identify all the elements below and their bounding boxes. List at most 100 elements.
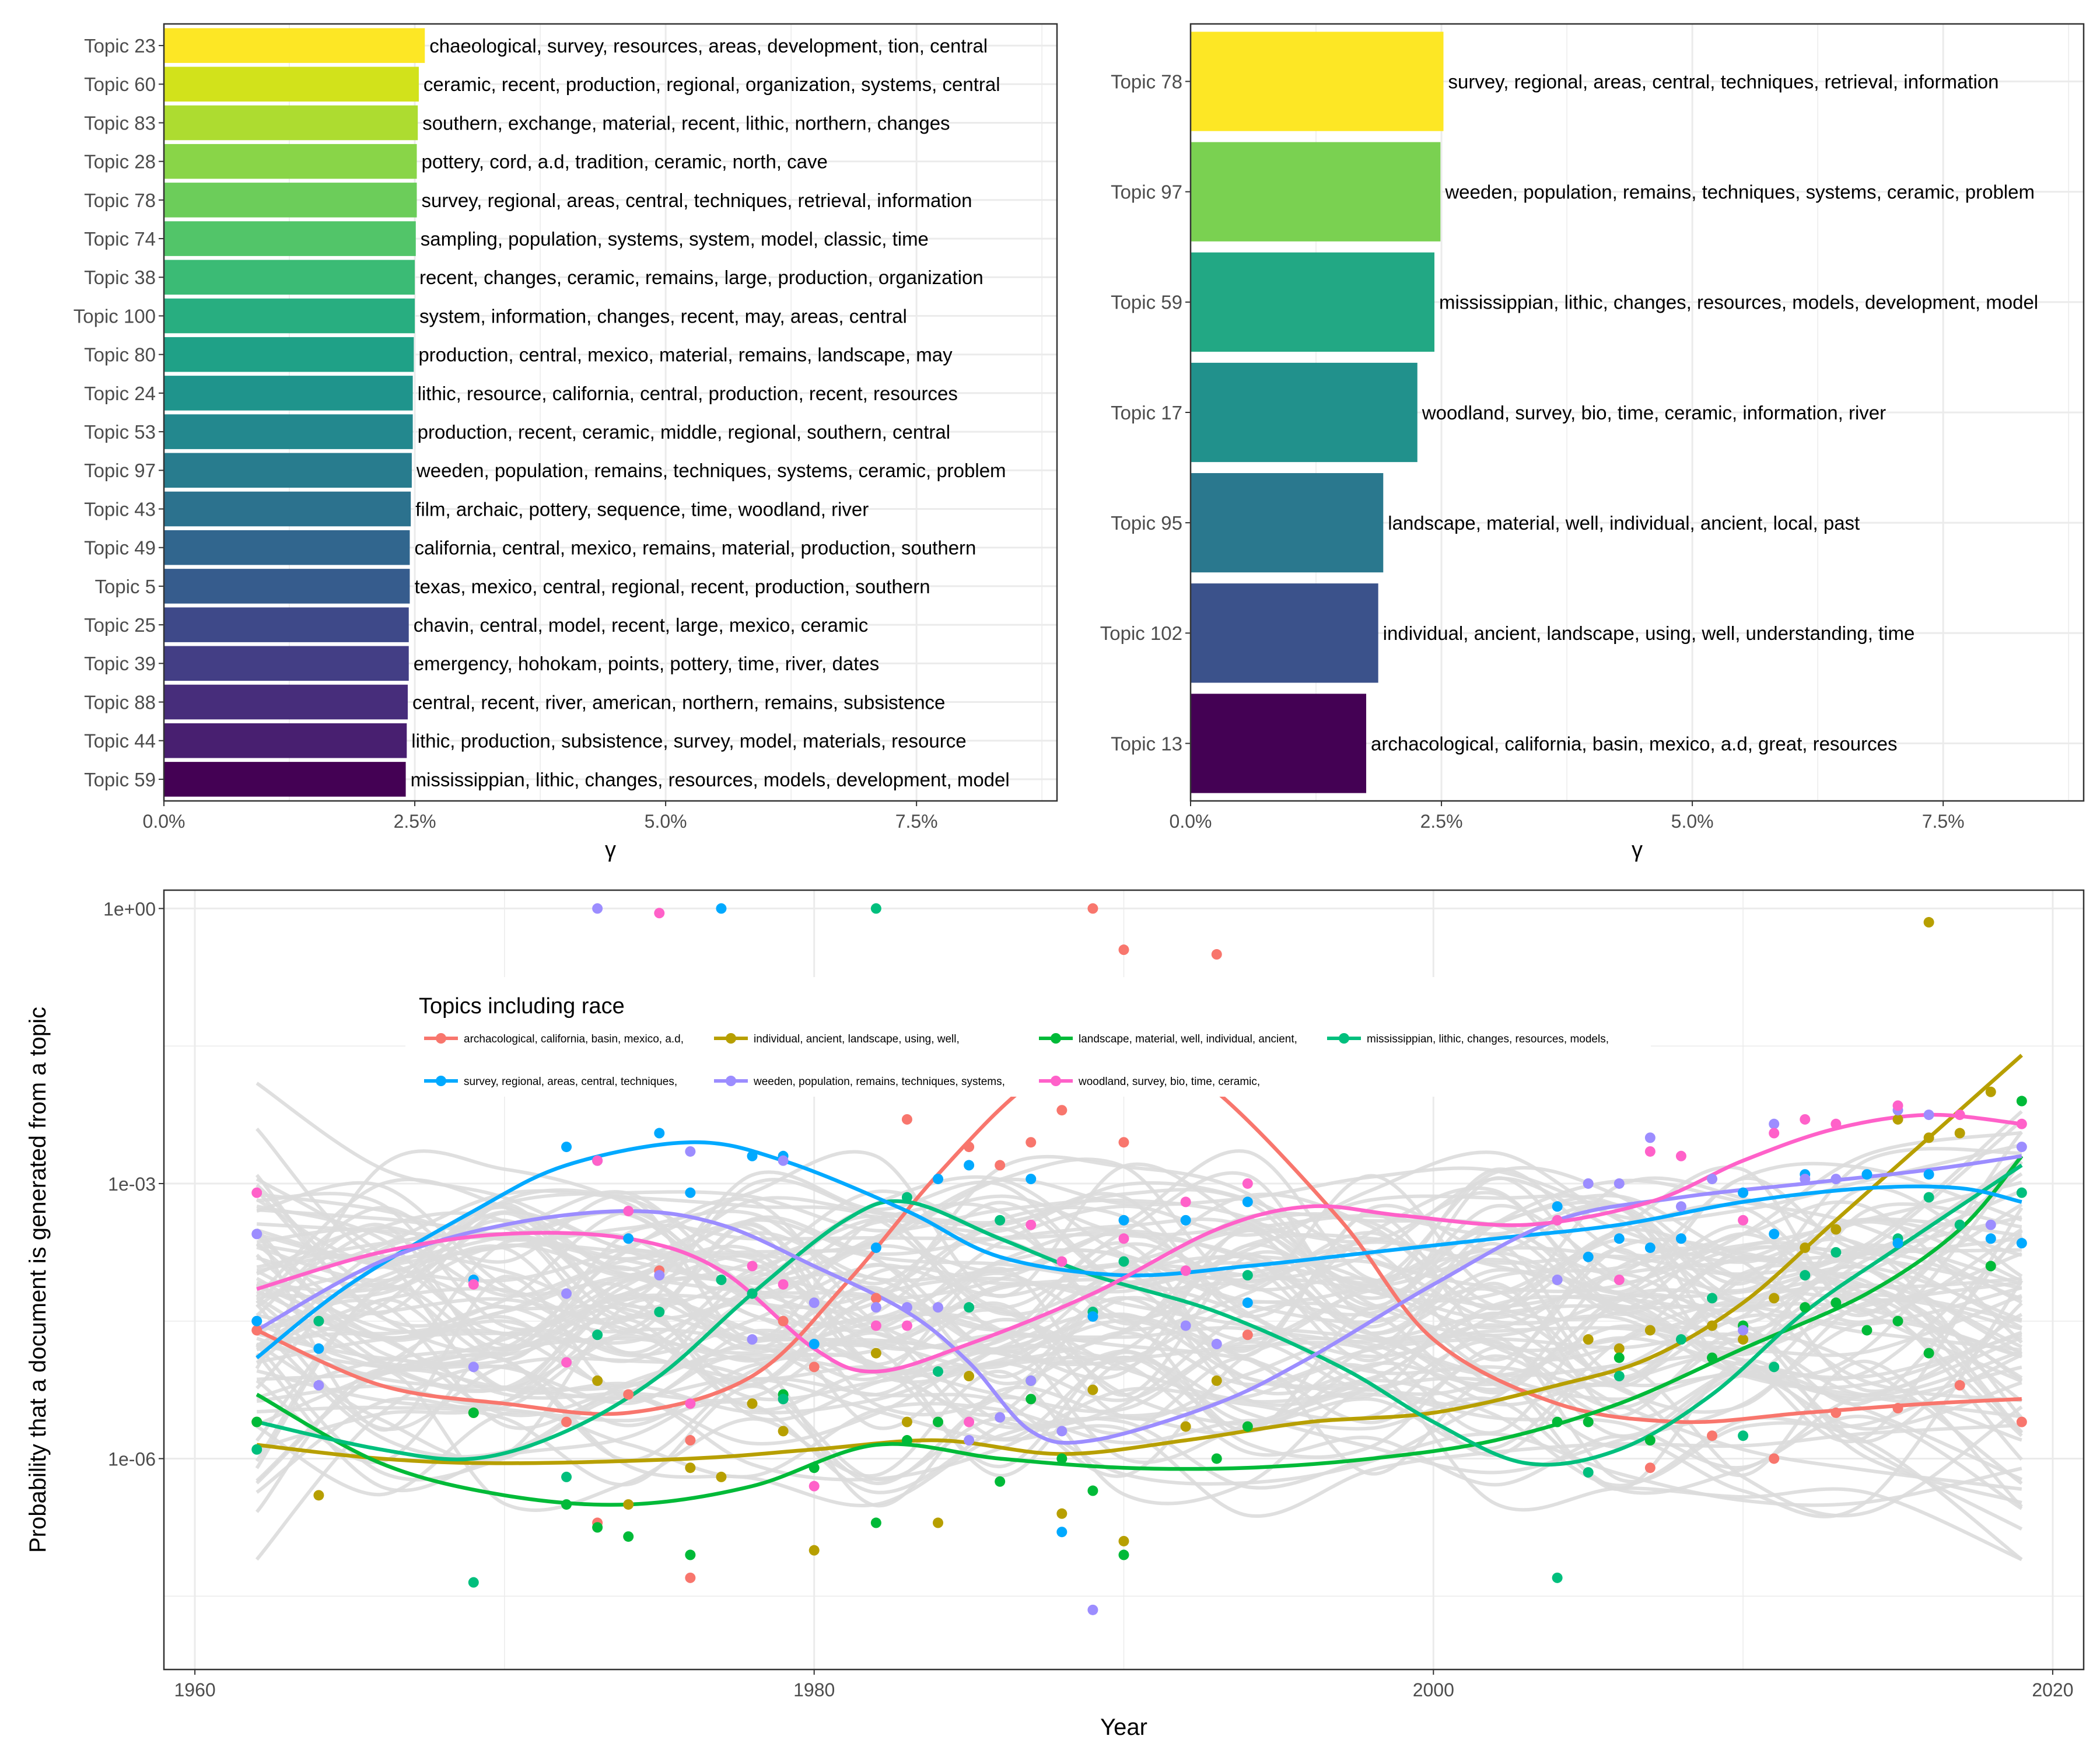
bar (164, 569, 410, 604)
background-topic-line (256, 1312, 2022, 1464)
data-point (933, 1416, 944, 1427)
bar (164, 414, 413, 449)
x-tick-label: 2000 (1413, 1679, 1454, 1700)
data-point (1614, 1371, 1625, 1382)
data-point (1831, 1174, 1842, 1185)
bar-term-label: individual, ancient, landscape, using, w… (1383, 622, 1915, 644)
legend-label: survey, regional, areas, central, techni… (464, 1076, 677, 1088)
bar-term-label: mississippian, lithic, changes, resource… (1439, 292, 2038, 313)
bar-term-label: pottery, cord, a.d, tradition, ceramic, … (421, 151, 827, 173)
x-tick-label: 2.5% (394, 811, 436, 832)
data-point (1211, 949, 1222, 960)
data-point (2016, 1238, 2027, 1249)
data-point (1242, 1297, 1253, 1308)
y-tick-label: Topic 28 (84, 151, 156, 173)
bar (164, 105, 418, 141)
data-point (901, 1114, 912, 1125)
data-point (1026, 1375, 1037, 1386)
data-point (933, 1366, 944, 1377)
bar (1191, 142, 1441, 242)
bar (164, 28, 425, 63)
bar (164, 491, 411, 527)
data-point (1644, 1132, 1656, 1143)
legend-label: woodland, survey, bio, time, ceramic, (1078, 1076, 1260, 1088)
data-point (933, 1517, 944, 1528)
data-point (592, 1329, 603, 1340)
bar-term-label: woodland, survey, bio, time, ceramic, in… (1422, 402, 1886, 424)
data-point (468, 1577, 479, 1588)
data-point (1707, 1320, 1718, 1331)
y-tick-label: Topic 43 (84, 498, 156, 520)
data-point (561, 1142, 572, 1153)
data-point (1087, 1604, 1098, 1615)
data-point (685, 1398, 696, 1409)
data-point (778, 1155, 789, 1166)
data-point (747, 1150, 758, 1161)
data-point (1985, 1261, 1996, 1272)
x-tick-label: 7.5% (895, 811, 938, 832)
data-point (251, 1315, 262, 1326)
legend-label: archacological, california, basin, mexic… (464, 1033, 684, 1045)
y-tick-label: 1e+00 (103, 898, 156, 919)
data-point (685, 1549, 696, 1560)
x-tick-label: 7.5% (1922, 811, 1965, 832)
y-tick-label: Topic 59 (84, 769, 156, 790)
data-point (2016, 1416, 2027, 1427)
data-point (1056, 1426, 1068, 1437)
data-point (1087, 903, 1098, 914)
data-point (778, 1394, 789, 1405)
data-point (1800, 1270, 1811, 1281)
bar-term-label: southern, exchange, material, recent, li… (422, 112, 950, 134)
background-topic-line (256, 1298, 2022, 1446)
legend-label: mississippian, lithic, changes, resource… (1367, 1033, 1609, 1045)
y-tick-label: Topic 39 (84, 653, 156, 674)
legend-label: landscape, material, well, individual, a… (1079, 1033, 1297, 1045)
background-topic-line (256, 1237, 2022, 1362)
data-point (870, 903, 881, 914)
bar-term-label: chaeological, survey, resources, areas, … (429, 35, 988, 57)
data-point (1087, 1485, 1098, 1496)
data-point (251, 1416, 262, 1427)
data-point (1211, 1339, 1222, 1350)
data-point (685, 1435, 696, 1446)
data-point (1644, 1146, 1656, 1157)
bar-term-label: production, recent, ceramic, middle, reg… (418, 421, 950, 443)
data-point (623, 1233, 634, 1244)
y-tick-label: Topic 17 (1111, 402, 1182, 424)
bar (164, 66, 419, 102)
data-point (1738, 1187, 1749, 1198)
data-point (1583, 1416, 1594, 1427)
y-tick-label: Topic 44 (84, 730, 156, 752)
data-point (1985, 1086, 1996, 1097)
data-point (747, 1334, 758, 1345)
data-point (870, 1348, 881, 1359)
data-point (1738, 1214, 1749, 1226)
bar-term-label: ceramic, recent, production, regional, o… (424, 74, 1000, 95)
data-point (1026, 1394, 1037, 1405)
trend-line (256, 1054, 2023, 1465)
data-point (778, 1279, 789, 1290)
data-point (251, 1444, 262, 1455)
x-tick-label: 0.0% (1170, 811, 1212, 832)
background-topic-line (256, 1303, 2023, 1531)
legend-key-point (1051, 1076, 1061, 1086)
data-point (901, 1416, 912, 1427)
data-point (1738, 1430, 1749, 1441)
bar-term-label: sampling, population, systems, system, m… (421, 228, 929, 250)
bar-term-label: survey, regional, areas, central, techni… (1448, 71, 1999, 92)
background-topic-line (256, 1189, 2023, 1331)
data-point (964, 1435, 975, 1446)
data-point (808, 1339, 820, 1350)
data-point (2016, 1096, 2027, 1107)
y-tick-label: Topic 23 (84, 35, 156, 57)
data-point (1614, 1352, 1625, 1363)
data-point (561, 1471, 572, 1482)
data-point (1675, 1233, 1686, 1244)
data-point (1707, 1293, 1718, 1304)
data-point (685, 1146, 696, 1157)
data-point (1769, 1228, 1780, 1240)
data-point (1056, 1508, 1068, 1519)
data-point (2016, 1142, 2027, 1153)
legend-key-point (436, 1076, 446, 1086)
y-tick-label: Topic 49 (84, 537, 156, 559)
